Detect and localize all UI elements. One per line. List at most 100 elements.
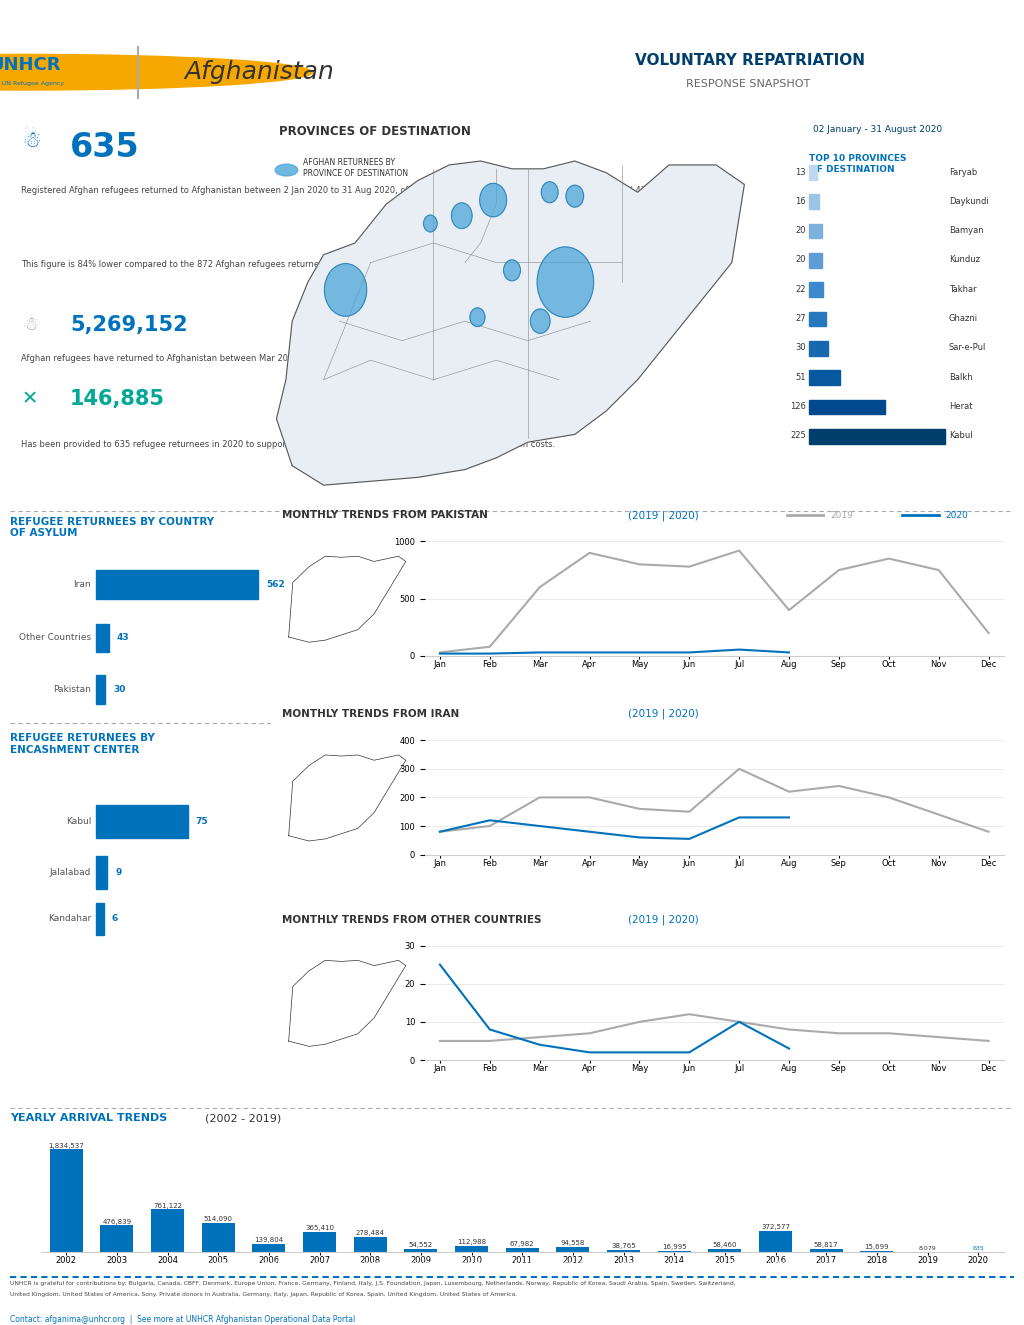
Text: 02 January - 31 August 2020: 02 January - 31 August 2020 <box>813 125 942 134</box>
Bar <box>455 1246 488 1252</box>
Text: Kunduz: Kunduz <box>948 256 980 265</box>
Text: Kabul: Kabul <box>948 432 973 440</box>
Text: 365,410: 365,410 <box>305 1224 334 1231</box>
Bar <box>96 674 105 704</box>
Circle shape <box>538 246 594 317</box>
Text: 20: 20 <box>796 256 806 265</box>
Bar <box>810 282 822 297</box>
Bar <box>810 429 945 444</box>
Text: UNHCR is grateful for contributions by: Bulgaria, Canada, CBFF, Denmark, Europe : UNHCR is grateful for contributions by: … <box>10 1280 736 1285</box>
Text: AFGHAN RETURNEES BY
PROVINCE OF DESTINATION: AFGHAN RETURNEES BY PROVINCE OF DESTINAT… <box>303 159 409 178</box>
Text: 13: 13 <box>795 167 806 176</box>
Bar <box>709 1249 741 1252</box>
Circle shape <box>504 260 520 281</box>
Bar <box>810 341 827 355</box>
Text: ✕: ✕ <box>22 390 38 408</box>
Circle shape <box>479 183 507 217</box>
Text: 126: 126 <box>790 401 806 411</box>
Bar <box>353 1236 387 1252</box>
Text: 16: 16 <box>795 197 806 205</box>
Text: 2019: 2019 <box>830 511 853 519</box>
Bar <box>96 856 108 889</box>
Text: REFUGEE RETURNEES BY COUNTRY
OF ASYLUM: REFUGEE RETURNEES BY COUNTRY OF ASYLUM <box>10 517 214 538</box>
Text: UNHCR: UNHCR <box>0 56 61 74</box>
Text: 27: 27 <box>795 314 806 323</box>
Circle shape <box>325 264 367 317</box>
Text: Pakistan: Pakistan <box>53 685 91 694</box>
Text: 43: 43 <box>117 633 129 643</box>
Text: 16,995: 16,995 <box>662 1244 686 1251</box>
Text: Afghan refugees have returned to Afghanistan between Mar 2002 to Aug 2020: Afghan refugees have returned to Afghani… <box>22 354 352 363</box>
Text: 2020: 2020 <box>946 511 969 519</box>
Text: Contact: afganima@unhcr.org  |  See more at UNHCR Afghanistan Operational Data P: Contact: afganima@unhcr.org | See more a… <box>10 1316 355 1325</box>
Text: Balkh: Balkh <box>948 372 973 382</box>
Text: MONTHLY TRENDS FROM OTHER COUNTRIES: MONTHLY TRENDS FROM OTHER COUNTRIES <box>282 914 541 925</box>
Bar <box>404 1249 437 1252</box>
Text: Herat: Herat <box>948 401 972 411</box>
Text: 58,817: 58,817 <box>814 1242 839 1248</box>
Bar <box>810 370 841 386</box>
Text: 58,460: 58,460 <box>713 1242 737 1248</box>
Bar <box>810 400 886 415</box>
Text: 15,699: 15,699 <box>864 1244 889 1251</box>
Text: 54,552: 54,552 <box>409 1243 433 1248</box>
Bar <box>50 1149 83 1252</box>
Text: 20: 20 <box>796 227 806 235</box>
Text: (2019 | 2020): (2019 | 2020) <box>628 709 698 719</box>
Text: 1,834,537: 1,834,537 <box>48 1142 84 1149</box>
Text: 372,577: 372,577 <box>761 1224 791 1231</box>
Polygon shape <box>289 961 406 1047</box>
Polygon shape <box>276 162 744 485</box>
Text: 562: 562 <box>266 580 285 590</box>
Text: VOLUNTARY REPATRIATION: VOLUNTARY REPATRIATION <box>635 53 865 69</box>
Text: Ghazni: Ghazni <box>948 314 978 323</box>
Text: TOP 10 PROVINCES
OF DESTINATION: TOP 10 PROVINCES OF DESTINATION <box>810 155 907 174</box>
Text: PROVINCES OF DESTINATION: PROVINCES OF DESTINATION <box>279 125 471 138</box>
Text: 112,988: 112,988 <box>457 1239 486 1245</box>
Text: 67,982: 67,982 <box>510 1242 535 1247</box>
Text: MONTHLY TRENDS FROM IRAN: MONTHLY TRENDS FROM IRAN <box>282 709 459 719</box>
Text: YEARLY ARRIVAL TRENDS: YEARLY ARRIVAL TRENDS <box>10 1113 168 1124</box>
Text: Kandahar: Kandahar <box>48 914 91 924</box>
Bar <box>100 1226 133 1252</box>
Text: United Kingdom, United States of America, Sony. Private donors in Australia, Ger: United Kingdom, United States of America… <box>10 1292 517 1297</box>
Circle shape <box>452 203 472 228</box>
Text: Daykundi: Daykundi <box>948 197 988 205</box>
Text: 635: 635 <box>973 1247 984 1251</box>
Text: 225: 225 <box>790 432 806 440</box>
Text: ●: ● <box>12 54 39 83</box>
Text: Faryab: Faryab <box>948 167 977 176</box>
Circle shape <box>424 215 437 232</box>
Bar <box>607 1249 640 1252</box>
Text: 278,484: 278,484 <box>355 1230 385 1236</box>
Text: 5,269,152: 5,269,152 <box>70 315 187 335</box>
Text: 476,839: 476,839 <box>102 1219 131 1224</box>
Circle shape <box>542 182 558 203</box>
Text: 75: 75 <box>196 818 208 825</box>
Bar <box>810 1249 843 1252</box>
Circle shape <box>470 307 485 326</box>
Text: This figure is 84% lower compared to the 872 Afghan refugees returned to Afghani: This figure is 84% lower compared to the… <box>22 260 526 269</box>
Bar <box>96 570 258 599</box>
Circle shape <box>530 309 550 334</box>
Text: 30: 30 <box>795 343 806 352</box>
Text: Other Countries: Other Countries <box>19 633 91 643</box>
Text: RESPONSE SNAPSHOT: RESPONSE SNAPSHOT <box>686 78 810 89</box>
Bar <box>96 624 109 652</box>
Text: (2019 | 2020): (2019 | 2020) <box>628 914 698 925</box>
Bar <box>152 1210 184 1252</box>
Text: All figures reflect actual returns to Afghanistan and they may not be consistent: All figures reflect actual returns to Af… <box>187 1260 837 1268</box>
Text: Bamyan: Bamyan <box>948 227 983 235</box>
Bar <box>96 902 103 935</box>
Text: Sar-e-Pul: Sar-e-Pul <box>948 343 986 352</box>
Polygon shape <box>289 556 406 643</box>
Text: Has been provided to 635 refugee returnees in 2020 to support their immediate hu: Has been provided to 635 refugee returne… <box>22 440 555 449</box>
Text: (2002 - 2019): (2002 - 2019) <box>205 1113 281 1124</box>
Text: 38,765: 38,765 <box>611 1243 636 1249</box>
Bar <box>759 1231 792 1252</box>
Bar <box>202 1223 234 1252</box>
Text: 146,885: 146,885 <box>70 390 165 409</box>
Bar <box>506 1248 539 1252</box>
Text: 9: 9 <box>116 868 122 877</box>
Text: 6: 6 <box>112 914 118 924</box>
